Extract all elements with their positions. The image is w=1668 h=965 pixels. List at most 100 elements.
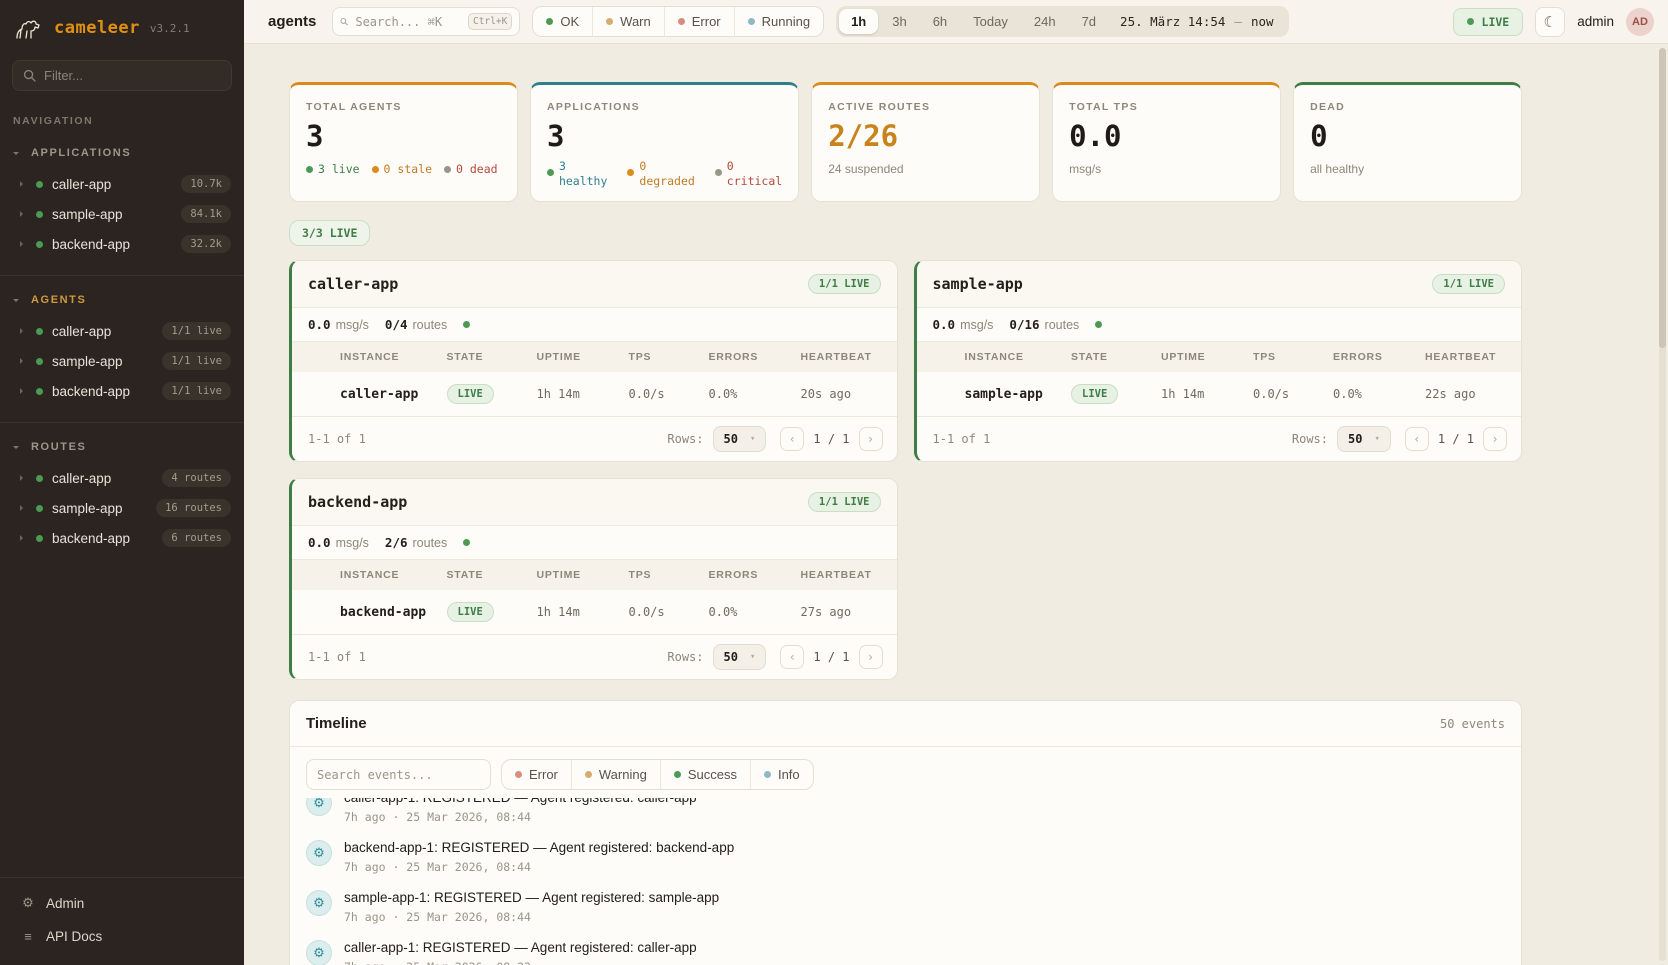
timeline-event[interactable]: ⚙ caller-app-1: REGISTERED — Agent regis… <box>306 932 1505 965</box>
avatar[interactable]: AD <box>1626 7 1654 36</box>
timeline-search-input[interactable] <box>306 759 491 790</box>
sidebar-item-agents-sample-app[interactable]: sample-app 1/1 live <box>0 346 244 376</box>
live-status-badge[interactable]: LIVE <box>1452 7 1524 36</box>
rows-per-page-select[interactable]: 50 ▾ <box>1337 426 1391 452</box>
global-search[interactable]: Ctrl+K <box>332 7 521 36</box>
chevron-right-icon <box>20 475 26 481</box>
filter-error-button[interactable]: Error <box>665 7 735 36</box>
prev-page-button[interactable]: ‹ <box>780 427 805 451</box>
prev-page-button[interactable]: ‹ <box>1404 427 1429 451</box>
table-row[interactable]: sample-app LIVE 1h 14m 0.0/s 0.0% 22s ag… <box>917 372 1522 416</box>
sidebar-item-api-docs[interactable]: ≡ API Docs <box>0 920 244 953</box>
scrollbar-thumb[interactable] <box>1659 48 1666 348</box>
stat-label: TOTAL AGENTS <box>306 101 402 113</box>
timeline-filter-warning[interactable]: Warning <box>572 760 661 789</box>
sidebar-item-routes-backend-app[interactable]: backend-app 6 routes <box>0 523 244 553</box>
item-badge: 32.2k <box>181 235 231 253</box>
time-range-24h[interactable]: 24h <box>1033 14 1056 29</box>
row-count: 1-1 of 1 <box>308 650 366 664</box>
state-badge: LIVE <box>1071 384 1119 404</box>
stat-card-dead: DEAD 0 all healthy <box>1293 82 1522 202</box>
caret-down-icon <box>13 445 19 452</box>
section-header-agents[interactable]: AGENTS <box>0 290 244 316</box>
time-range-display[interactable]: 25. März 14:54 — now <box>1110 14 1285 29</box>
table-row[interactable]: backend-app LIVE 1h 14m 0.0/s 0.0% 27s a… <box>292 590 897 634</box>
item-label: sample-app <box>52 500 123 516</box>
timeline-event[interactable]: ⚙ backend-app-1: REGISTERED — Agent regi… <box>306 832 1505 882</box>
time-range-1h[interactable]: 1h <box>839 9 879 34</box>
pager: ‹ 1 / 1 › <box>1404 427 1507 451</box>
dark-mode-toggle[interactable]: ☾ <box>1535 6 1566 37</box>
global-search-input[interactable] <box>355 14 462 29</box>
next-page-button[interactable]: › <box>1483 427 1507 451</box>
sidebar-item-applications-caller-app[interactable]: caller-app 10.7k <box>0 169 244 199</box>
status-dot <box>36 387 43 395</box>
nav-section-applications: APPLICATIONS caller-app 10.7k sample-app… <box>0 137 244 269</box>
rows-per-page-select[interactable]: 50 ▾ <box>712 644 767 670</box>
timeline-events-list[interactable]: ⚙ caller-app-1: REGISTERED — Agent regis… <box>290 798 1521 965</box>
next-page-button[interactable]: › <box>858 645 883 669</box>
cell-uptime: 1h 14m <box>1161 387 1205 401</box>
time-range-today[interactable]: Today <box>973 14 1008 29</box>
section-header-routes[interactable]: ROUTES <box>0 437 244 463</box>
item-label: backend-app <box>52 530 131 546</box>
next-page-button[interactable]: › <box>858 427 883 451</box>
rows-label: Rows: <box>667 432 704 446</box>
routes-value: 0/4 <box>384 317 408 332</box>
timeline-filter-success[interactable]: Success <box>661 760 751 789</box>
gear-icon: ⚙ <box>306 798 332 816</box>
sidebar-item-applications-sample-app[interactable]: sample-app 84.1k <box>0 199 244 229</box>
tps-unit: msg/s <box>335 535 369 550</box>
filter-ok-button[interactable]: OK <box>533 7 594 36</box>
app-card-header[interactable]: caller-app 1/1 LIVE <box>292 261 897 308</box>
app-card-sample-app: sample-app 1/1 LIVE 0.0 msg/s 0/16 route… <box>913 260 1522 462</box>
rows-value: 50 <box>1348 432 1363 446</box>
time-range-7d[interactable]: 7d <box>1081 14 1097 29</box>
sidebar-item-agents-backend-app[interactable]: backend-app 1/1 live <box>0 376 244 406</box>
sidebar-filter-input[interactable] <box>44 68 221 83</box>
chevron-right-icon <box>20 211 26 217</box>
col-instance: INSTANCE <box>340 569 400 581</box>
filter-running-button[interactable]: Running <box>735 7 823 36</box>
health-dot-icon <box>463 321 471 328</box>
stale-dot-icon <box>371 165 379 173</box>
search-icon <box>340 18 349 26</box>
rows-per-page-select[interactable]: 50 ▾ <box>712 426 767 452</box>
stat-label: TOTAL TPS <box>1069 101 1138 113</box>
sidebar-item-applications-backend-app[interactable]: backend-app 32.2k <box>0 229 244 259</box>
prev-page-button[interactable]: ‹ <box>780 645 805 669</box>
page-scrollbar[interactable] <box>1659 48 1666 961</box>
brand: cameleer v3.2.1 <box>0 0 244 60</box>
sidebar-item-agents-caller-app[interactable]: caller-app 1/1 live <box>0 316 244 346</box>
section-title: APPLICATIONS <box>31 147 132 159</box>
timeline-filter-info[interactable]: Info <box>751 760 813 789</box>
time-separator: — <box>1234 14 1242 29</box>
health-dot-icon <box>463 539 471 546</box>
caret-down-icon: ▾ <box>749 652 756 662</box>
chevron-right-icon <box>20 358 26 364</box>
live-dot-icon <box>1466 18 1474 25</box>
timeline-event[interactable]: ⚙ sample-app-1: REGISTERED — Agent regis… <box>306 882 1505 932</box>
sidebar-item-admin[interactable]: ⚙ Admin <box>0 886 244 920</box>
item-badge: 10.7k <box>181 175 231 193</box>
timeline-filter-error[interactable]: Error <box>502 760 572 789</box>
caret-down-icon: ▾ <box>1374 434 1380 444</box>
time-range-3h[interactable]: 3h <box>892 14 907 29</box>
routes-value: 2/6 <box>384 535 408 550</box>
table-row[interactable]: caller-app LIVE 1h 14m 0.0/s 0.0% 20s ag… <box>292 372 897 416</box>
brand-version: v3.2.1 <box>149 21 190 35</box>
sidebar-item-routes-sample-app[interactable]: sample-app 16 routes <box>0 493 244 523</box>
filter-warn-button[interactable]: Warn <box>593 7 665 36</box>
content: TOTAL AGENTS 3 3 live 0 stale 0 dead APP… <box>244 44 1668 965</box>
status-dot <box>36 210 43 218</box>
ok-dot-icon <box>546 18 554 25</box>
time-range-6h[interactable]: 6h <box>932 14 948 29</box>
app-card-header[interactable]: backend-app 1/1 LIVE <box>292 479 897 526</box>
sidebar-item-routes-caller-app[interactable]: caller-app 4 routes <box>0 463 244 493</box>
item-label: caller-app <box>52 470 112 486</box>
timeline-event[interactable]: ⚙ caller-app-1: REGISTERED — Agent regis… <box>306 798 1505 832</box>
app-card-header[interactable]: sample-app 1/1 LIVE <box>916 261 1521 308</box>
sidebar-filter[interactable] <box>12 60 232 91</box>
section-header-applications[interactable]: APPLICATIONS <box>0 143 244 169</box>
col-tps: TPS <box>628 569 652 581</box>
